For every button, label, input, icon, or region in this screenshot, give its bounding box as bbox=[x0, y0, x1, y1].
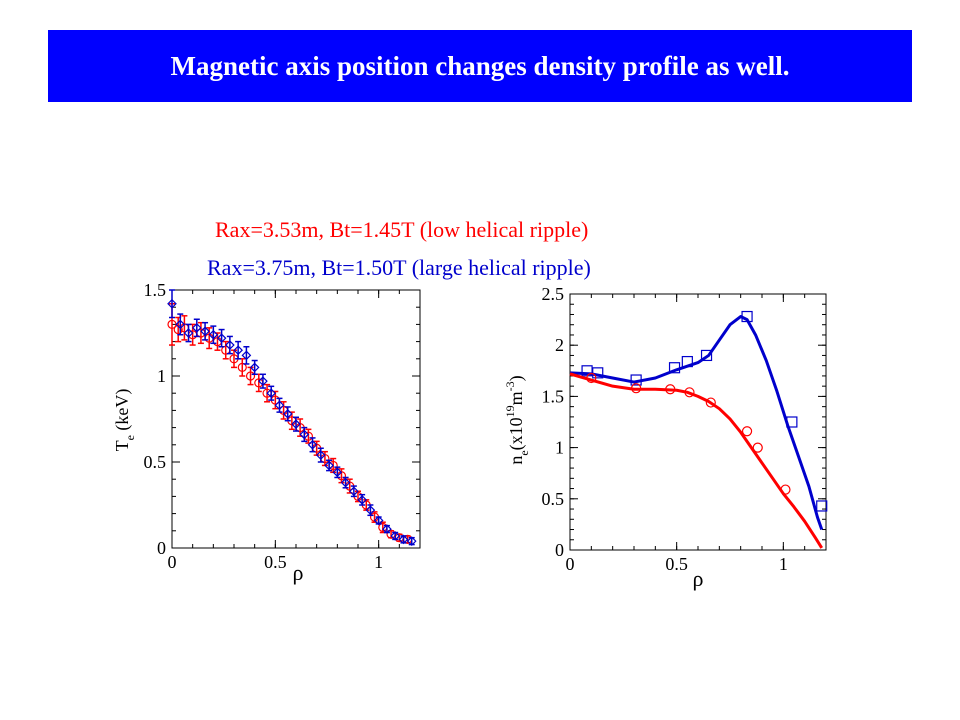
data-point bbox=[191, 322, 202, 333]
data-point bbox=[631, 383, 642, 394]
data-point bbox=[233, 345, 243, 356]
data-point bbox=[630, 374, 642, 386]
y-tick-label: 0 bbox=[157, 538, 166, 558]
data-point bbox=[705, 397, 716, 408]
data-point bbox=[406, 536, 417, 546]
slide-title: Magnetic axis position changes density p… bbox=[170, 50, 790, 81]
data-point bbox=[266, 388, 277, 399]
data-point bbox=[665, 384, 676, 395]
data-point bbox=[398, 534, 409, 545]
data-point bbox=[299, 429, 310, 440]
fit-curve bbox=[569, 315, 824, 531]
title-banner: Magnetic axis position changes density p… bbox=[48, 30, 912, 102]
data-point bbox=[237, 362, 247, 372]
legend-red-series: Rax=3.53m, Bt=1.45T (low helical ripple) bbox=[215, 217, 589, 242]
y-tick-label: 0.5 bbox=[542, 489, 565, 509]
y-tick-label: 0.5 bbox=[144, 452, 167, 472]
data-point bbox=[700, 349, 713, 362]
data-point bbox=[382, 524, 392, 534]
data-point bbox=[390, 531, 401, 541]
x-tick-label: 1 bbox=[374, 552, 383, 572]
data-point bbox=[592, 367, 604, 379]
data-point bbox=[200, 326, 210, 337]
data-point bbox=[786, 416, 798, 428]
y-tick-label: 0 bbox=[555, 540, 564, 560]
data-point bbox=[340, 477, 351, 488]
x-tick-label: 1 bbox=[779, 554, 788, 574]
te-profile-chart: 0 0.5 1 0 0.5 1 1.5 ρ Te (keV) bbox=[112, 280, 421, 585]
y-tick-label: 2 bbox=[555, 335, 564, 355]
data-point bbox=[315, 450, 326, 460]
x-axis-label: ρ bbox=[693, 566, 704, 591]
y-axis-label-text: ne(x1019m-3) bbox=[503, 375, 531, 464]
y-axis-label: Te (keV) bbox=[112, 389, 137, 452]
data-point bbox=[249, 362, 260, 373]
y-axis-label-text: Te (keV) bbox=[112, 389, 137, 452]
x-tick-label: 0.5 bbox=[264, 552, 287, 572]
data-point bbox=[741, 426, 753, 437]
data-point bbox=[586, 372, 597, 384]
data-point bbox=[274, 400, 285, 411]
fit-curve bbox=[569, 372, 824, 549]
data-point bbox=[365, 505, 376, 516]
y-tick-label: 1 bbox=[157, 366, 166, 386]
data-point bbox=[324, 460, 334, 471]
data-point bbox=[282, 408, 293, 419]
data-point bbox=[258, 376, 268, 387]
data-point bbox=[373, 515, 384, 526]
legend-blue-series: Rax=3.75m, Bt=1.50T (large helical rippl… bbox=[207, 255, 591, 280]
data-point bbox=[349, 486, 359, 497]
data-point bbox=[307, 439, 318, 450]
x-tick-label: 0 bbox=[566, 554, 575, 574]
y-tick-label: 2.5 bbox=[542, 284, 565, 304]
y-tick-label: 1.5 bbox=[542, 386, 565, 406]
data-point bbox=[175, 319, 186, 330]
data-point bbox=[291, 419, 301, 430]
red-ne-series bbox=[569, 372, 824, 549]
data-point bbox=[167, 298, 177, 309]
data-point bbox=[668, 362, 681, 374]
blue-te-series bbox=[167, 289, 417, 546]
data-point bbox=[681, 355, 693, 368]
data-point bbox=[183, 328, 194, 338]
data-point bbox=[241, 350, 252, 361]
x-tick-label: 0.5 bbox=[665, 554, 688, 574]
data-point bbox=[816, 500, 828, 512]
x-tick-label: 0 bbox=[168, 552, 177, 572]
data-point bbox=[208, 329, 219, 340]
data-point bbox=[752, 442, 763, 453]
y-tick-label: 1.5 bbox=[144, 280, 167, 300]
x-axis-label: ρ bbox=[293, 560, 304, 585]
data-point bbox=[780, 484, 791, 495]
y-tick-label: 1 bbox=[555, 438, 564, 458]
data-point bbox=[332, 467, 343, 478]
blue-ne-series bbox=[569, 310, 828, 531]
data-point bbox=[225, 340, 235, 350]
data-point bbox=[245, 371, 256, 381]
y-axis-label: ne(x1019m-3) bbox=[503, 375, 531, 464]
data-point bbox=[684, 387, 695, 398]
ne-profile-chart: 0 0.5 1 0 0.5 1 1.5 2 2.5 ρ ne(x1019m-3) bbox=[503, 284, 828, 591]
data-point bbox=[216, 333, 227, 344]
data-point bbox=[357, 494, 367, 505]
data-point bbox=[741, 310, 753, 323]
